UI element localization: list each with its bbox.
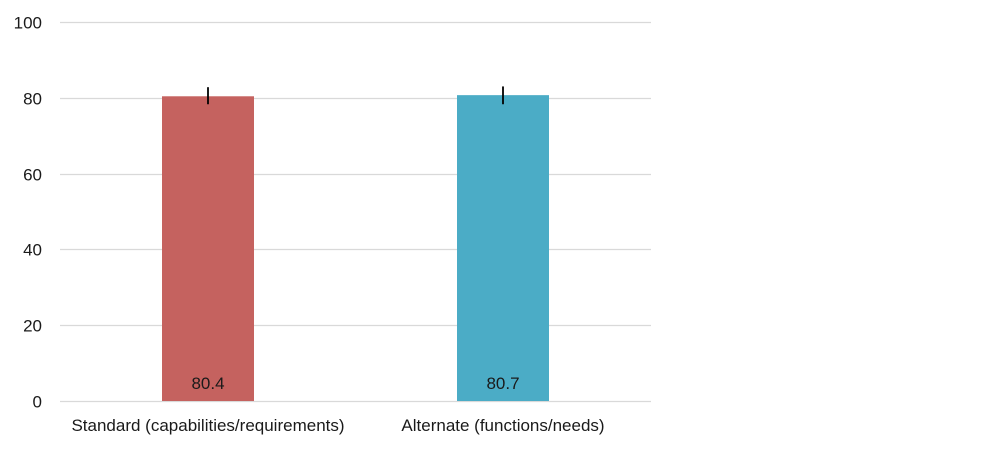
y-tick-label: 60 — [23, 166, 42, 185]
gridlines — [60, 21, 651, 403]
data-label-alternate: 80.7 — [486, 374, 519, 393]
bars — [162, 95, 549, 401]
y-tick-label: 20 — [23, 317, 42, 336]
bar-standard — [162, 96, 254, 401]
y-axis-tick-labels: 0 20 40 60 80 100 — [14, 14, 42, 412]
error-bars — [207, 86, 504, 105]
x-axis-tick-labels: Standard (capabilities/requirements) Alte… — [71, 416, 604, 435]
y-tick-label: 100 — [14, 14, 42, 33]
x-tick-label-standard: Standard (capabilities/requirements) — [71, 416, 344, 435]
data-label-standard: 80.4 — [191, 374, 224, 393]
bar-alternate — [457, 95, 549, 401]
y-tick-label: 40 — [23, 241, 42, 260]
y-tick-label: 80 — [23, 90, 42, 109]
y-tick-label: 0 — [33, 393, 42, 412]
data-labels: 80.4 80.7 — [191, 374, 519, 393]
x-tick-label-alternate: Alternate (functions/needs) — [401, 416, 604, 435]
